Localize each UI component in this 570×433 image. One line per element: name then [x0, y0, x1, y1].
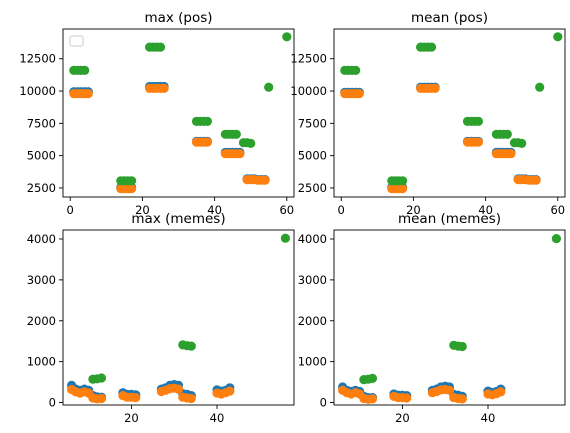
- data-point-orange: [131, 393, 141, 403]
- data-point-orange: [225, 386, 235, 396]
- data-point-green: [398, 176, 408, 186]
- data-point-orange: [235, 149, 245, 159]
- subplot-title: max (pos): [144, 10, 212, 26]
- x-tick-label: 60: [279, 203, 294, 217]
- x-tick-label: 40: [207, 203, 222, 217]
- axes-frame: [333, 28, 566, 198]
- subplot-2: mean (pos) 0 20 40 60 2500 5000 7500 10000 12500: [290, 10, 566, 217]
- subplot-3: max (memes) 20 40 0 1000 2000 3000 4000: [27, 211, 295, 425]
- y-tick-label: 2500: [27, 181, 56, 195]
- subplot-title: mean (pos): [411, 10, 488, 26]
- data-point-green: [502, 129, 512, 139]
- subplot-title: max (memes): [131, 211, 225, 227]
- data-point-green: [155, 42, 166, 52]
- y-tick-label: 5000: [298, 149, 327, 163]
- y-tick-label: 1000: [27, 355, 56, 369]
- data-point-orange: [506, 149, 516, 159]
- data-point-orange: [202, 137, 212, 147]
- y-tick-label: 1000: [298, 355, 327, 369]
- axes-frame: [62, 229, 295, 406]
- data-point-orange: [127, 184, 137, 194]
- y-tick-label: 10000: [290, 84, 327, 98]
- data-point-green: [517, 138, 527, 148]
- data-point-green: [186, 341, 196, 351]
- data-point-green: [280, 233, 290, 243]
- x-tick-label: 60: [550, 203, 565, 217]
- y-tick-label: 3000: [27, 273, 56, 287]
- data-point-orange: [354, 89, 364, 99]
- subplot-title: mean (memes): [398, 211, 501, 227]
- data-point-green: [96, 373, 107, 383]
- subplot-1: max (pos) 0 20 40 60 2500 5000 7500 10000 12500: [19, 10, 295, 217]
- subplot-4: mean (memes) 20 40 0 1000 2000 3000 4000: [298, 211, 566, 425]
- x-tick-label: 20: [135, 203, 150, 217]
- data-point-green: [535, 82, 545, 92]
- y-tick-label: 2000: [27, 314, 56, 328]
- data-point-green: [80, 65, 90, 75]
- data-point-orange: [83, 89, 93, 99]
- data-point-orange: [398, 184, 408, 194]
- data-point-orange: [367, 394, 378, 404]
- y-tick-label: 7500: [27, 116, 56, 130]
- data-point-orange: [430, 83, 440, 93]
- data-point-green: [202, 116, 212, 126]
- axes-frame: [333, 229, 566, 406]
- x-tick-label: 40: [478, 203, 493, 217]
- data-point-orange: [186, 393, 196, 404]
- x-tick-label: 40: [481, 411, 496, 425]
- data-point-green: [551, 234, 562, 244]
- data-point-green: [231, 129, 241, 139]
- data-point-orange: [457, 394, 467, 404]
- data-point-orange: [531, 175, 541, 185]
- axes-frame: [62, 28, 295, 198]
- y-tick-label: 4000: [298, 232, 327, 246]
- y-tick-label: 12500: [290, 52, 327, 66]
- y-tick-label: 2000: [298, 314, 327, 328]
- data-point-green: [426, 42, 437, 52]
- data-point-orange: [444, 385, 455, 395]
- y-tick-label: 2500: [298, 181, 327, 195]
- data-point-orange: [260, 175, 270, 185]
- data-point-green: [127, 176, 137, 186]
- data-point-green: [351, 65, 361, 75]
- legend-box: [69, 35, 84, 47]
- x-tick-label: 20: [395, 411, 410, 425]
- data-point-orange: [473, 137, 483, 147]
- data-point-green: [553, 32, 563, 42]
- y-tick-label: 4000: [27, 232, 56, 246]
- data-point-orange: [159, 83, 169, 93]
- x-tick-label: 0: [67, 203, 74, 217]
- data-point-orange: [496, 387, 506, 397]
- x-tick-label: 40: [210, 411, 225, 425]
- y-tick-label: 0: [49, 396, 56, 410]
- data-point-green: [246, 138, 256, 148]
- x-tick-label: 20: [124, 411, 139, 425]
- data-point-green: [264, 82, 274, 92]
- x-tick-label: 20: [406, 203, 421, 217]
- y-tick-label: 3000: [298, 273, 327, 287]
- data-point-green: [457, 341, 467, 352]
- data-point-orange: [402, 393, 412, 403]
- y-tick-label: 0: [320, 396, 327, 410]
- y-tick-label: 10000: [19, 84, 56, 98]
- data-point-orange: [96, 393, 107, 404]
- data-point-green: [282, 32, 292, 42]
- y-tick-label: 12500: [19, 52, 56, 66]
- data-point-green: [473, 116, 483, 126]
- y-tick-label: 5000: [27, 149, 56, 163]
- data-point-orange: [173, 384, 184, 394]
- data-point-green: [367, 373, 378, 383]
- y-tick-label: 7500: [298, 116, 327, 130]
- x-tick-label: 0: [338, 203, 345, 217]
